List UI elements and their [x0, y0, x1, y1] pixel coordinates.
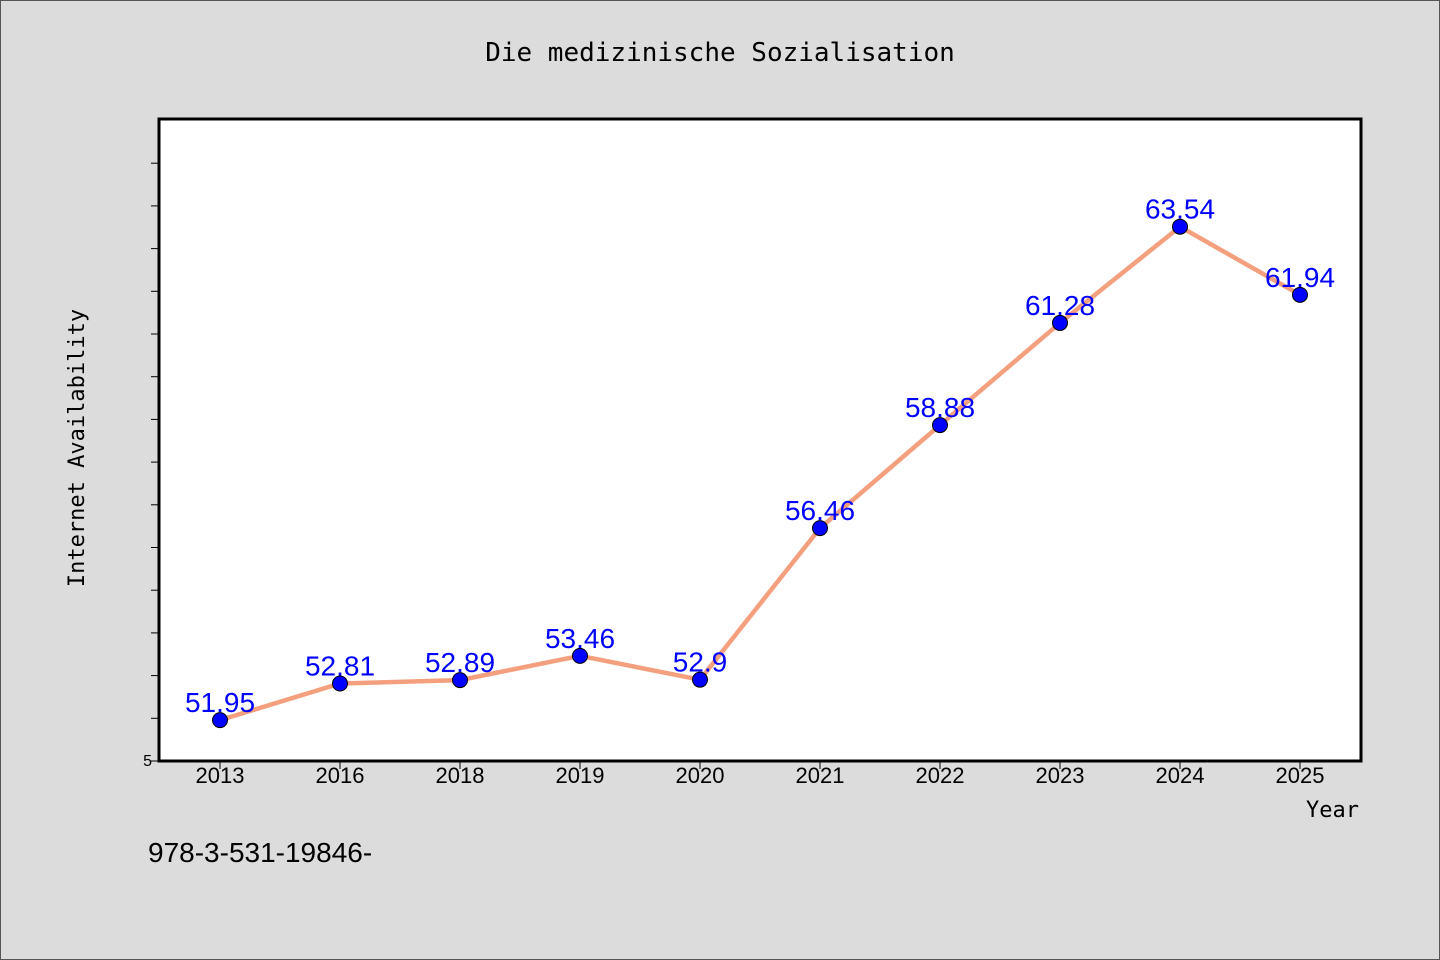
x-tick-label: 2021: [796, 763, 845, 788]
data-label: 52.9: [673, 647, 728, 678]
data-label: 63.54: [1145, 194, 1215, 225]
data-point: [1172, 218, 1188, 235]
data-point: [332, 675, 348, 692]
data-point: [452, 672, 468, 689]
data-label: 52.89: [425, 647, 495, 678]
x-tick-label: 2018: [436, 763, 485, 788]
data-point: [212, 712, 228, 729]
x-tick-label: 2016: [316, 763, 365, 788]
data-point: [1292, 286, 1308, 303]
data-label: 58.88: [905, 392, 975, 423]
x-tick-label: 2019: [556, 763, 605, 788]
data-point: [692, 671, 708, 688]
data-label: 61.94: [1265, 262, 1335, 293]
y-tick-label: 5: [143, 753, 152, 770]
x-tick-label: 2020: [676, 763, 725, 788]
plot-area: [157, 117, 1363, 763]
footer-text: 978-3-531-19846-: [148, 837, 372, 868]
series-group: 51.95 52.81 52.89 53.46 52.9 56.46 58.88 61.28 6…: [185, 194, 1335, 729]
data-point: [932, 417, 948, 434]
data-point: [812, 520, 828, 537]
data-label: 61.28: [1025, 290, 1095, 321]
data-point: [1052, 314, 1068, 331]
x-tick-label: 2013: [196, 763, 245, 788]
x-tick-label: 2022: [916, 763, 965, 788]
series-line: [219, 224, 1302, 723]
x-tick-label: 2025: [1276, 763, 1325, 788]
data-label: 52.81: [305, 651, 375, 682]
chart-title: Die medizinische Sozialisation: [485, 38, 955, 68]
data-point: [572, 647, 588, 664]
x-axis-ticks: 2013 2016 2018 2019 2020 2021 2022 2023 2024 2025: [196, 761, 1325, 788]
data-label: 56.46: [785, 495, 855, 526]
x-tick-label: 2024: [1156, 763, 1205, 788]
y-axis-label: Internet Availability: [65, 309, 90, 587]
x-axis-label: Year: [1306, 798, 1359, 823]
x-tick-label: 2023: [1036, 763, 1085, 788]
data-label: 53.46: [545, 623, 615, 654]
data-label: 51.95: [185, 687, 255, 718]
y-axis-ticks: [151, 162, 159, 762]
